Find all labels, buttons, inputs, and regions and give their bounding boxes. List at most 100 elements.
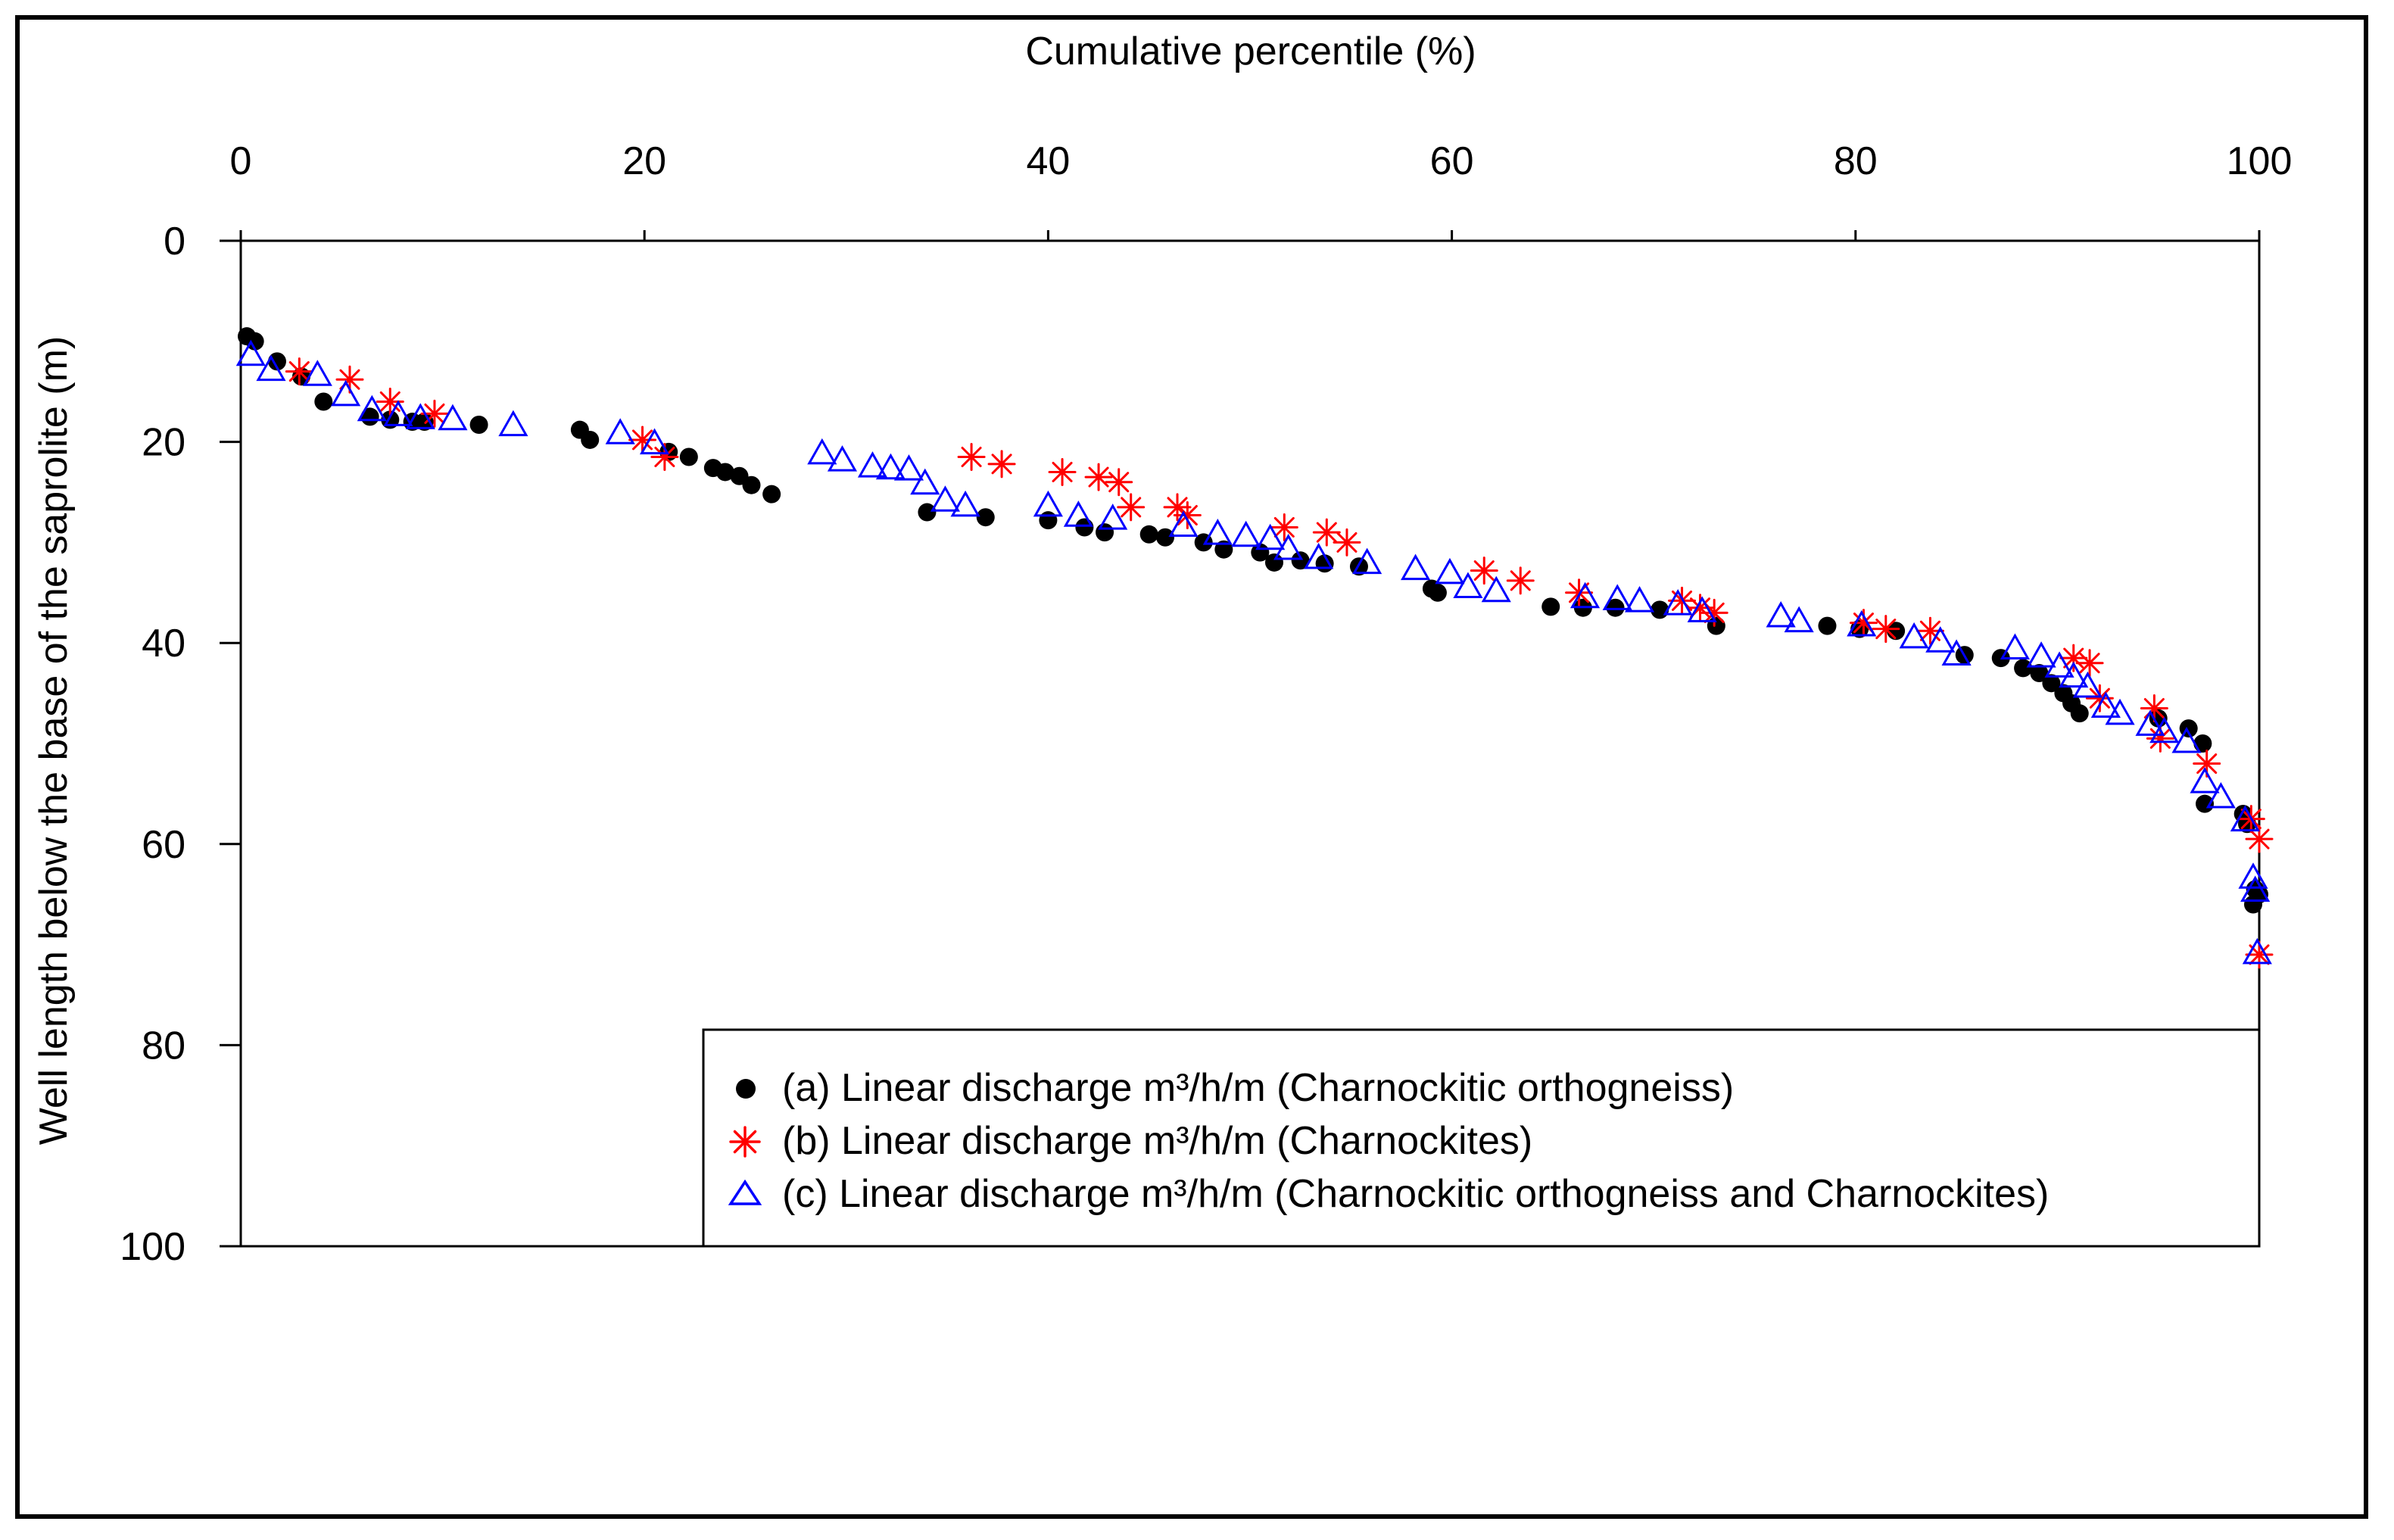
data-point [1291, 551, 1310, 570]
y-tick-label: 80 [142, 1024, 185, 1068]
data-point [1565, 578, 1594, 607]
y-tick-label: 60 [142, 823, 185, 867]
data-point [1470, 556, 1498, 585]
data-point [1096, 523, 1114, 542]
data-point [1105, 468, 1133, 497]
data-point [1312, 518, 1341, 547]
data-point [2026, 641, 2056, 668]
y-tick-label: 20 [142, 421, 185, 465]
data-point [1663, 589, 1693, 616]
data-point [302, 360, 332, 386]
data-point [1117, 493, 1146, 522]
data-point [605, 418, 635, 444]
data-point [267, 352, 286, 371]
data-point [245, 332, 264, 351]
data-point [1401, 553, 1431, 581]
data-point [2242, 937, 2272, 965]
data-point [1651, 600, 1669, 619]
data-point [1453, 572, 1483, 598]
data-point [1707, 616, 1725, 635]
data-point [1506, 566, 1535, 595]
data-point [1304, 542, 1334, 569]
data-point [1941, 639, 1972, 666]
data-point [331, 379, 361, 407]
data-point [314, 392, 333, 411]
data-point [2044, 651, 2074, 678]
data-point [1700, 598, 1728, 627]
data-point [1270, 513, 1298, 541]
data-point [2230, 805, 2260, 832]
data-point [893, 454, 924, 481]
data-point [1606, 598, 1625, 617]
y-axis-title: Well length below the base of the saprol… [32, 336, 76, 1146]
data-point [1899, 622, 1929, 649]
y-tick-label: 100 [120, 1225, 185, 1269]
data-point [827, 445, 858, 472]
data-point [1098, 503, 1128, 530]
data-point [2070, 704, 2089, 723]
data-point [498, 410, 528, 437]
data-point [957, 443, 986, 472]
data-point [2000, 633, 2030, 659]
x-tick-label: 20 [622, 139, 666, 183]
axes: 0 20 40 60 80 100 0 20 40 60 80 100 [120, 139, 2292, 1269]
data-point [1255, 523, 1286, 550]
legend-label-c: (c) Linear discharge m³/h/m (Charnockiti… [782, 1172, 2049, 1216]
data-point [2105, 698, 2135, 725]
x-axis-title: Cumulative percentile (%) [1025, 30, 1476, 73]
data-point [742, 475, 761, 494]
data-point [469, 416, 488, 435]
data-point [1156, 528, 1175, 547]
data-point [1847, 609, 1877, 637]
data-point [376, 387, 404, 416]
legend-label-a: (a) Linear discharge m³/h/m (Charnockiti… [782, 1066, 1734, 1110]
x-tick-label: 100 [2227, 139, 2293, 183]
data-point [2193, 734, 2212, 753]
data-point [1139, 525, 1158, 544]
data-point [628, 426, 657, 454]
data-point [2149, 716, 2180, 744]
data-point [715, 463, 734, 482]
series-b [285, 357, 2274, 969]
data-point [405, 403, 435, 429]
data-point [1766, 600, 1796, 628]
data-point [2059, 644, 2088, 672]
data-point [1202, 519, 1233, 545]
data-point [1687, 596, 1717, 622]
data-point [976, 508, 995, 527]
data-point [415, 413, 434, 432]
data-point [2135, 709, 2165, 736]
legend-label-b: (b) Linear discharge m³/h/m (Charnockite… [782, 1119, 1532, 1163]
y-tick-label: 40 [142, 622, 185, 666]
data-point [1033, 490, 1063, 517]
data-point [875, 453, 906, 480]
series-c [235, 339, 2272, 965]
data-point [1481, 575, 1511, 603]
data-point [2244, 895, 2263, 914]
data-point [1818, 616, 1837, 635]
data-point [357, 394, 387, 422]
data-point [581, 430, 600, 449]
x-tick-label: 0 [230, 139, 252, 183]
data-point [1214, 540, 1233, 559]
legend-marker-a [736, 1079, 756, 1099]
data-point [1039, 511, 1058, 530]
data-point [2171, 726, 2202, 753]
data-point [1435, 557, 1465, 585]
x-tick-label: 60 [1430, 139, 1474, 183]
legend-box [702, 1028, 2261, 1248]
data-point [2190, 767, 2220, 793]
data-point [2072, 671, 2103, 698]
legend-marker-b [729, 1126, 761, 1158]
data-point [1624, 586, 1655, 613]
data-point [2059, 661, 2089, 688]
data-point [2042, 674, 2061, 693]
data-point [1075, 518, 1094, 537]
legend: (a) Linear discharge m³/h/m (Charnockiti… [702, 1028, 2261, 1248]
data-point [987, 450, 1016, 479]
data-point [2240, 875, 2271, 902]
data-point [256, 354, 286, 382]
data-point [2238, 862, 2268, 889]
data-marks [235, 327, 2274, 969]
data-point [1784, 606, 1814, 633]
